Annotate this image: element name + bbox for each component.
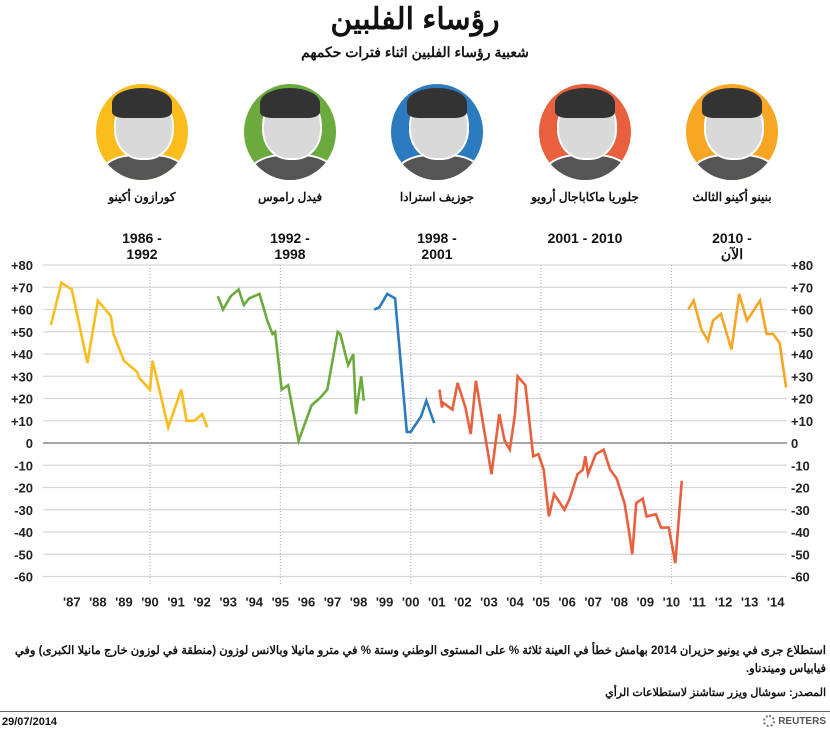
y-tick-label-left: -10 <box>14 458 33 473</box>
x-tick-label: '94 <box>245 595 263 610</box>
y-tick-label-left: +80 <box>11 258 33 273</box>
y-tick-label-left: -50 <box>14 547 33 562</box>
x-tick-label: '13 <box>741 595 759 610</box>
x-tick-label: '92 <box>193 595 211 610</box>
y-tick-label-right: -10 <box>791 458 810 473</box>
portrait-image <box>391 84 483 180</box>
publish-date: 29/07/2014 <box>2 716 58 728</box>
y-tick-label-left: +50 <box>11 325 33 340</box>
term-years: 1986 -1992 <box>122 230 162 262</box>
x-tick-label: '91 <box>167 595 185 610</box>
portrait-image <box>686 84 778 180</box>
x-tick-label: '12 <box>715 595 733 610</box>
y-tick-label-right: +30 <box>791 369 813 384</box>
y-tick-label-left: -60 <box>14 570 33 585</box>
term-years: 2001 - 2010 <box>547 230 623 246</box>
y-tick-label-right: +60 <box>791 303 813 318</box>
president-name: بنينو أكينو الثالث <box>692 190 772 204</box>
y-tick-label-right: -20 <box>791 481 810 496</box>
x-tick-label: '90 <box>141 595 159 610</box>
x-tick-label: '05 <box>532 595 550 610</box>
y-tick-label-right: -50 <box>791 547 810 562</box>
x-tick-label: '04 <box>506 595 524 610</box>
president-estrada: جوزيف استرادا 1998 -2001 <box>362 84 512 262</box>
x-tick-label: '93 <box>219 595 237 610</box>
x-tick-label: '14 <box>767 595 785 610</box>
portrait-image <box>244 84 336 180</box>
series-line-0 <box>49 280 209 433</box>
y-tick-label-left: +70 <box>11 280 33 295</box>
y-tick-label-left: +20 <box>11 392 33 407</box>
y-tick-label-left: +60 <box>11 303 33 318</box>
x-tick-label: '88 <box>89 595 107 610</box>
x-tick-label: '99 <box>376 595 394 610</box>
x-tick-label: '87 <box>63 595 81 610</box>
source-note: المصدر: سوشال ويزر ستاشنز لاستطلاعات الر… <box>605 687 826 699</box>
y-tick-label-right: +20 <box>791 392 813 407</box>
y-tick-label-right: +70 <box>791 280 813 295</box>
portrait-image <box>539 84 631 180</box>
president-arroyo: جلوريا ماكاباجال أرويو 2001 - 2010 <box>510 84 660 246</box>
reuters-logo: REUTERS <box>763 715 826 727</box>
y-tick-label-left: -30 <box>14 503 33 518</box>
footnote: استطلاع جرى في يونيو حزيران 2014 بهامش خ… <box>14 645 826 675</box>
x-tick-label: '07 <box>584 595 602 610</box>
x-tick-label: '02 <box>454 595 472 610</box>
y-tick-label-right: +10 <box>791 414 813 429</box>
y-tick-label-left: +30 <box>11 369 33 384</box>
y-tick-label-right: -40 <box>791 525 810 540</box>
y-tick-label-right: +80 <box>791 258 813 273</box>
president-name: جلوريا ماكاباجال أرويو <box>531 190 639 204</box>
term-years: 1992 -1998 <box>270 230 310 262</box>
x-tick-label: '03 <box>480 595 498 610</box>
series-line-2 <box>373 292 436 434</box>
y-tick-label-right: 0 <box>791 436 798 451</box>
president-name: كورازون أكينو <box>108 190 176 204</box>
series-line-4 <box>687 293 788 388</box>
y-tick-label-left: +10 <box>11 414 33 429</box>
x-tick-label: '97 <box>324 595 342 610</box>
y-tick-label-left: 0 <box>26 436 33 451</box>
y-tick-label-right: -60 <box>791 570 810 585</box>
series-line-3 <box>438 373 684 564</box>
chart-subtitle: شعبية رؤساء الفلبين اثناء فترات حكمهم <box>301 44 529 60</box>
x-tick-label: '98 <box>350 595 368 610</box>
x-tick-label: '89 <box>115 595 133 610</box>
president-name: جوزيف استرادا <box>399 190 475 204</box>
term-years: 1998 -2001 <box>417 230 457 262</box>
approval-line-chart: +80 +80 +70 +70 +60 +60 +50 +50 +40 +40 +30 +30 +20 +… <box>11 258 813 610</box>
x-tick-label: '09 <box>637 595 655 610</box>
chart-title: رؤساء الفلبين <box>330 3 500 36</box>
x-tick-label: '96 <box>298 595 316 610</box>
divider <box>0 711 830 712</box>
x-tick-label: '10 <box>663 595 681 610</box>
y-tick-label-right: +40 <box>791 347 813 362</box>
president-aquino-iii: بنينو أكينو الثالث 2010 - الآن <box>657 84 807 262</box>
x-tick-label: '08 <box>610 595 628 610</box>
y-tick-label-right: -30 <box>791 503 810 518</box>
y-tick-label-right: +50 <box>791 325 813 340</box>
president-aquino: كورازون أكينو 1986 -1992 <box>67 84 217 262</box>
series-line-1 <box>216 287 366 446</box>
x-tick-label: '11 <box>689 595 706 610</box>
term-years: 2010 - الآن <box>712 230 752 262</box>
y-tick-label-left: -20 <box>14 481 33 496</box>
reuters-icon <box>763 715 776 727</box>
y-tick-label-left: +40 <box>11 347 33 362</box>
x-tick-label: '06 <box>558 595 576 610</box>
x-tick-label: '01 <box>428 595 446 610</box>
x-tick-label: '95 <box>272 595 290 610</box>
x-tick-label: '00 <box>402 595 420 610</box>
president-name: فيدل راموس <box>257 190 323 204</box>
portrait-image <box>96 84 188 180</box>
president-ramos: فيدل راموس 1992 -1998 <box>215 84 365 262</box>
y-tick-label-left: -40 <box>14 525 33 540</box>
